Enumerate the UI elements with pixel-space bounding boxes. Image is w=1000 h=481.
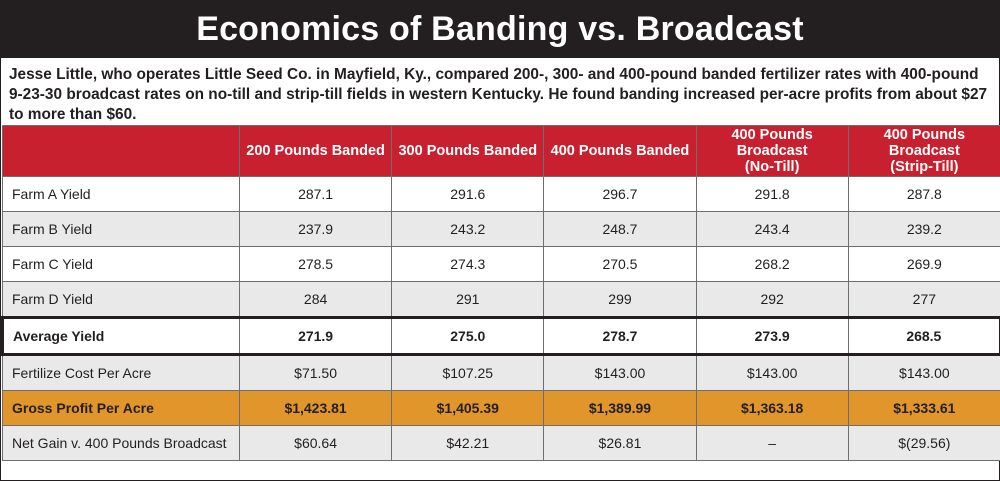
table-cell: $(29.56) [847, 425, 1000, 461]
row-label: Fertilize Cost Per Acre [2, 354, 240, 391]
row-label: Farm C Yield [2, 246, 240, 282]
column-header: 400 Pounds Broadcast (Strip-Till) [847, 125, 1000, 177]
table-cell: $1,333.61 [847, 390, 1000, 426]
table-cell: 243.2 [391, 211, 545, 247]
column-header: 400 Pounds Broadcast (No-Till) [695, 125, 849, 177]
intro-paragraph: Jesse Little, who operates Little Seed C… [9, 66, 988, 123]
page-title: Economics of Banding vs. Broadcast [196, 10, 804, 48]
table-row-net-gain: Net Gain v. 400 Pounds Broadcast $60.64 … [2, 425, 1000, 461]
table-cell: 243.4 [695, 211, 849, 247]
table-cell: $42.21 [391, 425, 545, 461]
column-header-line1: 200 Pounds Banded [246, 143, 385, 159]
column-header-line1: 400 Pounds Banded [550, 143, 690, 159]
header-corner [2, 125, 240, 177]
row-label: Farm A Yield [2, 176, 240, 212]
table-cell: 277 [847, 281, 1000, 318]
table-row-farm-a: Farm A Yield 287.1 291.6 296.7 291.8 287… [2, 176, 1000, 212]
table-row-farm-b: Farm B Yield 237.9 243.2 248.7 243.4 239… [2, 211, 1000, 247]
table-cell: 291.6 [391, 176, 545, 212]
table-cell: 237.9 [238, 211, 393, 247]
table-cell: 268.2 [695, 246, 849, 282]
table-cell: 275.0 [391, 316, 545, 356]
table-cell: $143.00 [543, 354, 697, 391]
table-cell: $1,423.81 [238, 390, 393, 426]
table-cell: 273.9 [695, 316, 849, 356]
table-cell: $1,363.18 [695, 390, 849, 426]
economics-table: 200 Pounds Banded 300 Pounds Banded 400 … [1, 125, 1000, 461]
table-cell: 287.1 [238, 176, 393, 212]
row-label: Average Yield [1, 316, 240, 356]
table-cell: $1,405.39 [391, 390, 545, 426]
table-row-average-yield: Average Yield 271.9 275.0 278.7 273.9 26… [1, 316, 1000, 356]
table-cell: $143.00 [847, 354, 1000, 391]
row-label: Gross Profit Per Acre [2, 390, 240, 426]
column-header-line1: 400 Pounds Broadcast [731, 127, 813, 159]
table-cell: 296.7 [543, 176, 697, 212]
table-cell: 291 [391, 281, 545, 318]
table-cell: 292 [695, 281, 849, 318]
table-row-farm-c: Farm C Yield 278.5 274.3 270.5 268.2 269… [2, 246, 1000, 282]
table-cell: 284 [238, 281, 393, 318]
row-label: Net Gain v. 400 Pounds Broadcast [2, 425, 240, 461]
column-header-line2: (Strip-Till) [890, 159, 959, 175]
row-label: Farm D Yield [2, 281, 240, 318]
table-cell: 299 [543, 281, 697, 318]
table-cell: 274.3 [391, 246, 545, 282]
table-row-gross-profit: Gross Profit Per Acre $1,423.81 $1,405.3… [2, 390, 1000, 426]
table-cell: 271.9 [238, 316, 393, 356]
table-row-farm-d: Farm D Yield 284 291 299 292 277 [2, 281, 1000, 318]
table-cell: 278.7 [543, 316, 697, 356]
table-row-fertilize-cost: Fertilize Cost Per Acre $71.50 $107.25 $… [2, 354, 1000, 391]
table-cell: $143.00 [695, 354, 849, 391]
table-cell: $1,389.99 [543, 390, 697, 426]
column-header-line2: (No-Till) [744, 159, 800, 175]
table-cell: – [695, 425, 849, 461]
title-bar: Economics of Banding vs. Broadcast [1, 1, 999, 58]
column-header: 200 Pounds Banded [238, 125, 393, 177]
table-cell: 268.5 [847, 316, 1000, 356]
column-header-line1: 300 Pounds Banded [398, 143, 538, 159]
table-cell: $107.25 [391, 354, 545, 391]
table-cell: $60.64 [238, 425, 393, 461]
header-row: 200 Pounds Banded 300 Pounds Banded 400 … [2, 125, 1000, 177]
table-cell: 291.8 [695, 176, 849, 212]
table-cell: 278.5 [238, 246, 393, 282]
table-cell: 269.9 [847, 246, 1000, 282]
table-cell: $71.50 [238, 354, 393, 391]
table-cell: 239.2 [847, 211, 1000, 247]
table-cell: 287.8 [847, 176, 1000, 212]
table-cell: $26.81 [543, 425, 697, 461]
column-header: 400 Pounds Banded [543, 125, 697, 177]
row-label: Farm B Yield [2, 211, 240, 247]
table-cell: 248.7 [543, 211, 697, 247]
column-header: 300 Pounds Banded [391, 125, 545, 177]
column-header-line1: 400 Pounds Broadcast [883, 127, 966, 159]
table-cell: 270.5 [543, 246, 697, 282]
